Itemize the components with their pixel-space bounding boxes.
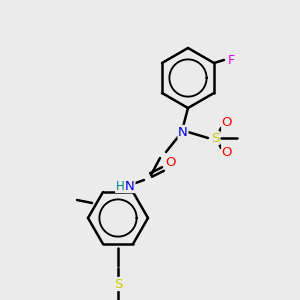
Text: O: O <box>222 146 232 160</box>
Text: S: S <box>211 131 219 145</box>
Text: S: S <box>114 278 122 290</box>
Text: H: H <box>116 179 124 193</box>
Text: O: O <box>166 157 176 169</box>
Text: F: F <box>227 53 235 67</box>
Text: O: O <box>222 116 232 130</box>
Text: N: N <box>125 179 135 193</box>
Text: N: N <box>178 125 188 139</box>
